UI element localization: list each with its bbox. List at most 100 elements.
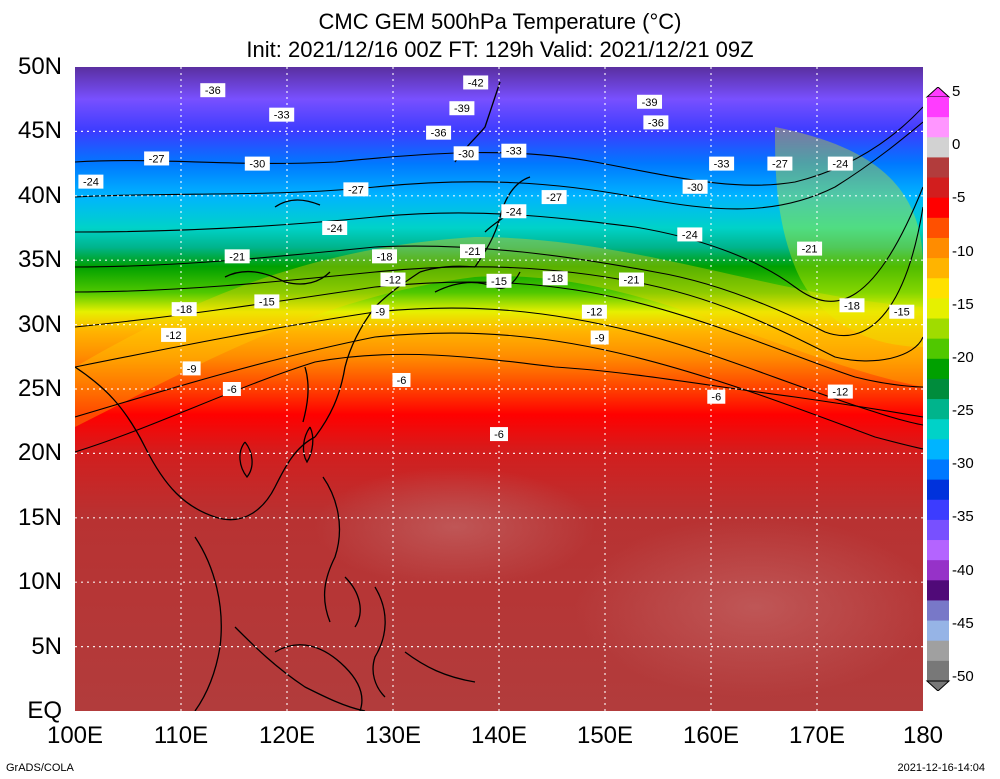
colorbar-segment (927, 117, 949, 138)
contour-label: -33 (269, 107, 295, 122)
contour-label-box (222, 382, 241, 396)
contour-label-text: -9 (187, 363, 197, 375)
contour-label-text: -15 (259, 296, 275, 308)
map-title: CMC GEM 500hPa Temperature (°C) (318, 9, 682, 34)
contour-label: -21 (460, 244, 485, 259)
contour-label-text: -21 (802, 244, 818, 256)
contour-label-text: -9 (595, 332, 605, 344)
contour-label-box (343, 182, 369, 197)
isotherm-contour (75, 206, 923, 337)
contour-label-box (426, 125, 452, 140)
contour-label-box (453, 146, 479, 161)
contour-label: -15 (254, 294, 280, 309)
contour-label-box (460, 244, 485, 259)
contour-label: -27 (767, 156, 793, 171)
contour-label-box (490, 427, 508, 442)
longitude-tick-label: 120E (258, 722, 316, 749)
contour-label: -6 (222, 382, 241, 396)
colorbar-segment (927, 519, 949, 541)
latitude-tick-label: 50N (17, 53, 62, 80)
colorbar-tick-label: -45 (952, 614, 974, 632)
footer-timestamp: 2021-12-16-14:04 (897, 762, 985, 774)
contour-label-box (224, 249, 250, 264)
coastline (302, 366, 309, 423)
latitude-tick-label: 35N (17, 246, 62, 274)
contour-label-box (767, 156, 793, 171)
contour-label: -24 (322, 221, 348, 235)
contour-label: -9 (590, 330, 609, 345)
contour-label-text: -33 (274, 110, 290, 122)
contour-label-text: -24 (83, 177, 99, 189)
colorbar-segment (927, 137, 949, 158)
contour-label-box (797, 241, 823, 256)
contour-label: -12 (161, 327, 187, 342)
contour-label-box (827, 384, 853, 399)
isotherm-contour (75, 186, 923, 302)
contour-label-box (161, 327, 187, 342)
isotherm-contour (75, 307, 923, 426)
colorbar-segment (927, 540, 949, 561)
contour-label: -6 (490, 427, 508, 442)
coastline (239, 441, 253, 479)
contour-label: -6 (707, 389, 726, 404)
contour-label-text: -30 (249, 159, 265, 171)
footer-credit: GrADS/COLA (6, 762, 74, 774)
colorbar-segment (927, 157, 949, 179)
latitude-tick-label: EQ (27, 697, 62, 724)
contour-label: -18 (839, 298, 865, 313)
colorbar-segment (927, 258, 949, 279)
colorbar-segment (927, 278, 949, 299)
contour-label-text: -27 (546, 192, 562, 204)
colorbar-tick-label: -40 (952, 561, 974, 579)
contour-label-text: -39 (642, 97, 658, 109)
contour-label-text: -18 (547, 273, 563, 285)
contour-label-box (392, 372, 411, 387)
colorbar-segment (927, 499, 949, 521)
contour-label: -24 (827, 156, 853, 171)
colorbar-tick-label: -15 (952, 295, 974, 313)
contour-label-text: -27 (348, 184, 364, 196)
contour-label-box (78, 174, 104, 189)
contour-label: -42 (463, 75, 489, 90)
contour-label: -30 (453, 146, 479, 161)
colorbar-segment (927, 318, 949, 340)
contour-label-text: -12 (832, 387, 848, 399)
contour-label-text: -6 (711, 392, 721, 404)
contour-label-box (200, 83, 226, 98)
contour-label-text: -39 (454, 103, 470, 115)
colorbar-segment (927, 177, 949, 199)
contour-label: -9 (371, 304, 390, 319)
contour-label-box (449, 101, 475, 116)
colorbar-tick-label: -20 (952, 348, 974, 366)
contour-label-box (372, 249, 398, 264)
latitude-tick-label: 45N (17, 117, 62, 145)
contour-label-box (619, 272, 644, 287)
colorbar-tick-label: -35 (952, 508, 974, 526)
contour-label: -36 (426, 125, 452, 140)
coastline (274, 644, 363, 711)
contour-label-text: -27 (772, 159, 788, 171)
contour-label-text: -6 (397, 375, 407, 387)
longitude-tick-label: 170E (788, 722, 846, 749)
colorbar-segment (927, 439, 949, 460)
contour-label-box (590, 330, 609, 345)
colorbar-min-arrow (925, 680, 951, 692)
colorbar-segment (927, 459, 949, 481)
contour-label: -15 (486, 273, 512, 288)
contour-label: -27 (144, 151, 170, 166)
contour-label-text: -21 (624, 275, 640, 287)
contour-label-text: -18 (844, 300, 860, 312)
colorbar-tick-label: -50 (952, 668, 974, 685)
contour-label-text: -9 (375, 307, 385, 319)
contour-label-text: -12 (385, 275, 401, 287)
contour-label-text: -30 (458, 148, 474, 160)
contour-label: -27 (343, 182, 369, 197)
contour-label: -30 (682, 179, 708, 194)
contour-label: -21 (797, 241, 823, 256)
colorbar-segment (927, 660, 949, 682)
contour-label: -12 (581, 304, 607, 319)
colorbar-segment (927, 560, 949, 581)
contour-label: -18 (171, 302, 197, 317)
contour-label: -24 (78, 174, 104, 189)
contour-label-text: -12 (166, 330, 182, 342)
